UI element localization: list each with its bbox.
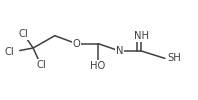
Text: SH: SH <box>167 53 181 63</box>
Text: Cl: Cl <box>36 60 46 70</box>
Text: Cl: Cl <box>18 29 28 39</box>
Text: O: O <box>72 39 80 49</box>
Text: NH: NH <box>134 31 149 41</box>
Text: N: N <box>116 46 123 56</box>
Text: Cl: Cl <box>5 48 14 58</box>
Text: HO: HO <box>90 61 106 71</box>
